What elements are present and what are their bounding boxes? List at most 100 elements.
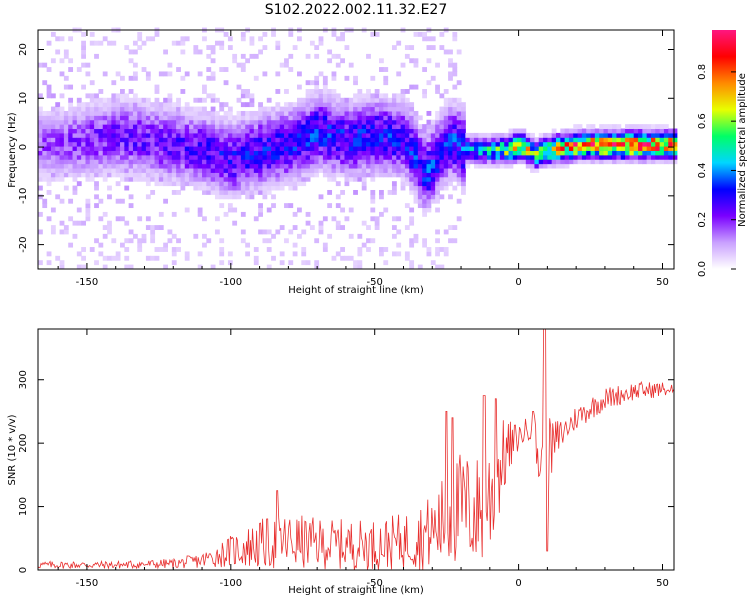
spectrogram-cell bbox=[603, 124, 609, 130]
spectrogram-cell bbox=[167, 146, 173, 151]
spectrogram-cell bbox=[94, 128, 99, 134]
spectrogram-cell bbox=[318, 36, 324, 42]
spectrogram-cell bbox=[38, 62, 43, 68]
spectrogram-cell bbox=[46, 189, 52, 195]
spectrogram-cell bbox=[357, 141, 363, 147]
spectrogram-cell bbox=[210, 185, 216, 191]
spectrogram-cell bbox=[202, 172, 207, 178]
spectrogram-cell bbox=[646, 159, 652, 165]
spectrogram-cell bbox=[417, 124, 423, 130]
spectrogram-cell bbox=[491, 141, 497, 147]
spectrogram-cell bbox=[266, 154, 272, 160]
spectrogram-cell bbox=[491, 132, 497, 138]
spectrogram-cell bbox=[551, 132, 557, 138]
spectrogram-cell bbox=[240, 189, 246, 195]
spectrogram-cell bbox=[482, 146, 488, 151]
spectrogram-cell bbox=[413, 146, 419, 151]
spectrogram-cell bbox=[68, 84, 74, 90]
spectrogram-cell bbox=[361, 150, 367, 156]
spectrogram-cell bbox=[262, 238, 268, 244]
spectrogram-cell bbox=[538, 146, 544, 151]
spectrogram-cell bbox=[163, 181, 169, 187]
spectrogram-cell bbox=[292, 251, 298, 257]
spectrogram-cell bbox=[344, 132, 350, 138]
spectrogram-cell bbox=[417, 203, 423, 209]
spectrogram-cell bbox=[206, 132, 212, 138]
spectrogram-cell bbox=[659, 154, 665, 160]
spectrogram-cell bbox=[128, 102, 134, 108]
spectrogram-cell bbox=[331, 110, 337, 116]
spectrogram-cell bbox=[202, 181, 207, 187]
spectrogram-cell bbox=[111, 168, 117, 173]
spectrogram-cell bbox=[240, 154, 246, 160]
spectrogram-cell bbox=[465, 137, 471, 143]
spectrogram-cell bbox=[180, 168, 186, 173]
spectrogram-cell bbox=[271, 203, 276, 209]
spectrogram-cell bbox=[443, 102, 449, 108]
spectrogram-cell bbox=[55, 128, 61, 134]
spectrogram-cell bbox=[638, 154, 643, 160]
spectrogram-cell bbox=[184, 181, 190, 187]
spectrogram-cell bbox=[456, 97, 462, 103]
spectrogram-cell bbox=[132, 233, 138, 239]
spectrogram-cell bbox=[309, 168, 315, 173]
spectrogram-cell bbox=[448, 71, 453, 77]
spectrogram-cell bbox=[42, 168, 48, 173]
spectrogram-cell bbox=[240, 110, 246, 116]
spectrogram-cell bbox=[340, 255, 345, 261]
spectrogram-cell bbox=[465, 146, 471, 151]
spectrogram-cell bbox=[413, 58, 419, 64]
spectrogram-cell bbox=[461, 185, 466, 191]
spectrogram-cell bbox=[154, 247, 160, 252]
spectrogram-cell bbox=[461, 124, 466, 130]
spectrogram-cell bbox=[94, 141, 99, 147]
spectrogram-cell bbox=[163, 106, 169, 112]
spectrogram-cell bbox=[404, 159, 410, 165]
spectrogram-cell bbox=[227, 150, 233, 156]
spectrogram-cell bbox=[141, 67, 147, 72]
spectrogram-cell bbox=[370, 132, 376, 138]
spectrogram-cell bbox=[404, 137, 410, 143]
spectrogram-cell bbox=[391, 185, 397, 191]
spectrogram-cell bbox=[214, 176, 220, 182]
spectrogram-cell bbox=[154, 84, 160, 90]
spectrogram-cell bbox=[124, 137, 130, 143]
spectrogram-cell bbox=[50, 31, 56, 37]
spectrogram-cell bbox=[659, 132, 665, 138]
spectrogram-cell bbox=[517, 141, 522, 147]
spectrogram-cell bbox=[258, 185, 263, 191]
spectrogram-cell bbox=[322, 159, 328, 165]
spectrogram-cell bbox=[163, 49, 169, 55]
spectrogram-cell bbox=[305, 150, 311, 156]
spectrogram-cell bbox=[266, 229, 272, 235]
spectrogram-cell bbox=[396, 172, 402, 178]
spectrogram-cell bbox=[422, 176, 428, 182]
spectrogram-cell bbox=[366, 172, 371, 178]
spectrogram-cell bbox=[301, 229, 307, 235]
spectrogram-cell bbox=[197, 137, 203, 143]
spectrogram-cell bbox=[391, 93, 397, 99]
spectrogram-cell bbox=[577, 132, 583, 138]
spectrogram-cell bbox=[668, 128, 674, 134]
spectrogram-cell bbox=[314, 146, 320, 151]
spectrogram-cell bbox=[366, 89, 371, 94]
spectrogram-cell bbox=[361, 97, 367, 103]
spectrogram-cell bbox=[210, 181, 216, 187]
spectrogram-cell bbox=[435, 194, 440, 200]
spectrogram-cell bbox=[309, 119, 315, 125]
spectrogram-cell bbox=[98, 172, 104, 178]
spectrogram-cell bbox=[279, 251, 285, 257]
spectrogram-cell bbox=[38, 163, 43, 169]
spectrogram-cell bbox=[318, 71, 324, 77]
spectrogram-cell bbox=[672, 128, 678, 134]
spectrogram-cell bbox=[301, 168, 307, 173]
spectrogram-cell bbox=[594, 159, 600, 165]
spectrogram-cell bbox=[577, 124, 583, 130]
spectrogram-cell bbox=[42, 80, 48, 86]
spectrogram-cell bbox=[284, 115, 289, 121]
spectrogram-cell bbox=[435, 154, 440, 160]
spectrogram-cell bbox=[154, 168, 160, 173]
spectrogram-cell bbox=[383, 119, 389, 125]
spectrogram-cell bbox=[240, 238, 246, 244]
spectrogram-cell bbox=[309, 150, 315, 156]
